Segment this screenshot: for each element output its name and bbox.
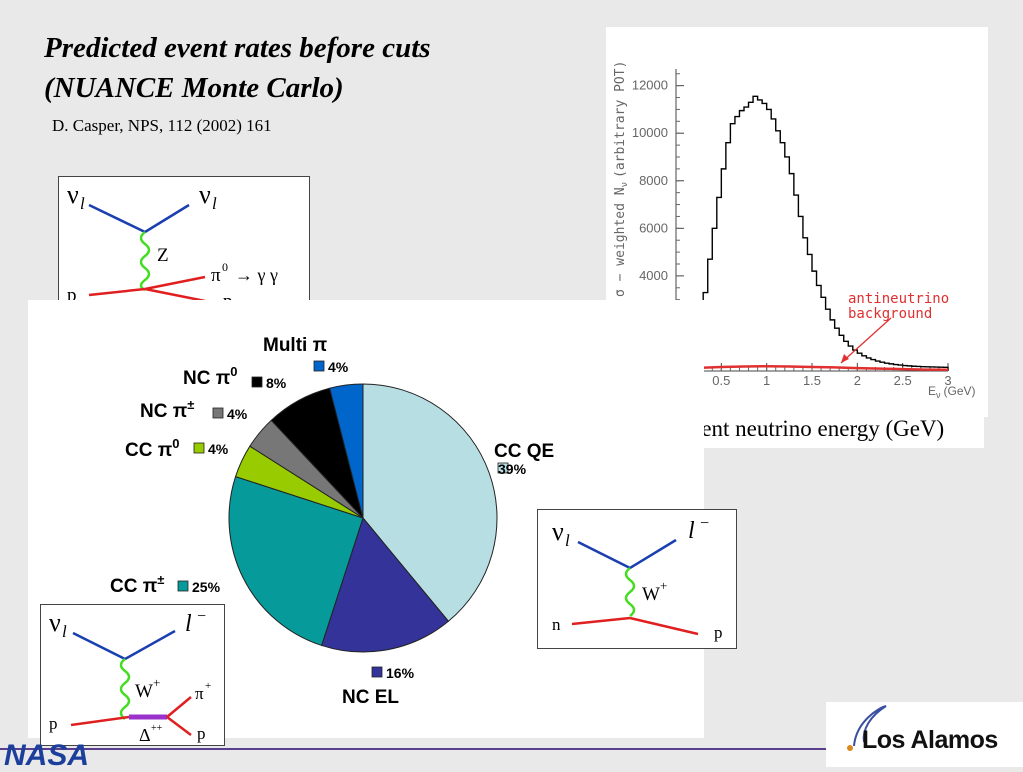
nc-diagram-lines: ν l ν l Z p π 0 → γ γ p [67,180,278,312]
y-tick-label: 8000 [639,173,668,188]
citation: D. Casper, NPS, 112 (2002) 161 [52,116,272,135]
y-tick-label: 4000 [639,268,668,283]
pie-legend-swatch [371,666,383,678]
y-tick-label: 12000 [632,78,668,93]
ccpi-lepton: l [185,611,192,637]
neutrino-histogram-line [676,95,949,372]
ccqe-n-in: n [552,615,561,634]
nasa-logo-art: NASA [4,739,89,767]
ccqe-lepton-sup: − [700,515,709,532]
ccpi-p-in: p [49,714,58,733]
x-tick-label: 1.5 [803,373,821,388]
nc-nu-in: ν [67,180,79,209]
pie-legend-swatch [212,407,224,419]
ccqe-lepton: l [688,518,695,544]
pie-slice [228,475,364,647]
los-alamos-logo [826,702,1023,767]
y-axis-label-unit: (arbitrary POT) [613,61,628,178]
x-tick-label: 2 [854,373,861,388]
nc-nu-out-sub: l [212,194,217,213]
title-line-2: (NUANCE Monte Carlo) [44,72,344,104]
ccpi-pi: π [195,684,204,703]
pie-percent-label: 39% [498,461,527,477]
slide-title: Predicted event rates before cuts (NUANC… [44,28,431,108]
ccpi-lepton-sup: − [197,608,206,625]
ccqe-feynman-diagram: ν l l − W + n p [537,509,737,649]
footer-rule [0,748,850,750]
ccqe-boson: W [642,584,660,605]
pie-legend-swatch [497,462,509,474]
pie-label-superscript: ± [157,572,164,587]
nasa-logo: NASA [4,735,104,767]
x-tick-label: 0.5 [712,373,730,388]
pie-legend-swatch [251,376,263,388]
nc-p-in: p [67,285,77,306]
nasa-logo-text: NASA [4,739,89,767]
ccpi-nu-sub: l [62,622,67,641]
pie-label-superscript: 0 [230,364,237,379]
ccpi-nu: ν [49,608,61,637]
x-tick-label: 3 [944,373,951,388]
pie-category-label: Multi π [263,335,328,356]
pie-label-superscript: 0 [172,436,179,451]
title-line-1: Predicted event rates before cuts [44,32,431,64]
annotation-arrow [840,317,892,364]
ccpi-delta-sup: ++ [151,723,163,734]
ccpi-diagram-lines: ν l l − W + π + p p Δ ++ [49,608,211,745]
pie-slice [362,383,498,622]
x-tick-label: 1 [763,373,770,388]
pie-label-superscript: ± [187,397,194,412]
nc-pi0: π [211,265,221,286]
pie-category-label: CC π± [110,572,164,597]
interaction-rates-pie-chart: 39%CC QE 16% NC EL 25% CC π± 4% CC π0 4% NC π± 8%… [110,335,554,708]
annotation-text-2: background [848,306,932,322]
los-alamos-swoosh [847,705,887,751]
ccqe-nu-sub: l [565,531,570,550]
x-axis-label-unit: (GeV) [944,384,976,398]
x-axis-label-sub: ν [936,390,941,400]
pie-slice [320,516,450,653]
pie-legend-swatch [313,360,325,372]
ccpi-pi-sup: + [205,680,211,692]
ccpi-boson: W [135,681,153,702]
ccqe-diagram-lines: ν l l − W + n p [552,515,723,642]
pie-percent-label: 25% [192,579,221,595]
nc-boson-label: Z [157,245,169,266]
los-alamos-wordmark: Los Alamos [862,726,998,754]
ccpi-p-out: p [197,724,206,743]
pie-percent-label: 16% [386,665,415,681]
ccqe-nu: ν [552,517,564,546]
ccpi-delta: Δ [139,725,151,745]
pie-legend-swatch [177,580,189,592]
x-axis-label: Eν (GeV) [928,384,976,400]
ccqe-boson-sup: + [660,578,667,593]
pie-slice [329,383,364,519]
y-tick-label: 6000 [639,220,668,235]
pie-legend-swatch [193,442,205,454]
pie-percent-label: 8% [266,375,287,391]
nc-nu-out: ν [199,180,211,209]
pie-category-label: CC QE [494,441,554,462]
nc-pi0-feynman-diagram: ν l ν l Z p π 0 → γ γ p [58,176,310,316]
antineutrino-background-line [675,364,949,372]
pie-category-label: CC π0 [125,436,180,461]
pie-category-label: NC π± [140,397,194,422]
y-axis-label: σ − weighted Nν(arbitrary POT) [613,61,630,297]
ccpi-boson-sup: + [153,675,160,690]
y-tick-label: 10000 [632,125,668,140]
pie-category-label: NC π0 [183,364,238,389]
nc-pi0-sup: 0 [222,260,228,274]
y-axis-label-sub: ν [620,182,630,187]
ccqe-p-out: p [714,623,723,642]
x-tick-label: 2.5 [894,373,912,388]
pie-percent-label: 4% [208,441,229,457]
pie-percent-label: 4% [227,406,248,422]
annotation-text-1: antineutrino [848,291,949,307]
nc-gamma-gamma: → γ γ [235,265,278,285]
pie-percent-label: 4% [328,359,349,375]
cc-pi-feynman-diagram: ν l l − W + π + p p Δ ++ [40,604,225,746]
pie-category-label: NC EL [342,687,399,708]
nc-nu-in-sub: l [80,194,85,213]
annotation-arrowhead [841,354,849,363]
